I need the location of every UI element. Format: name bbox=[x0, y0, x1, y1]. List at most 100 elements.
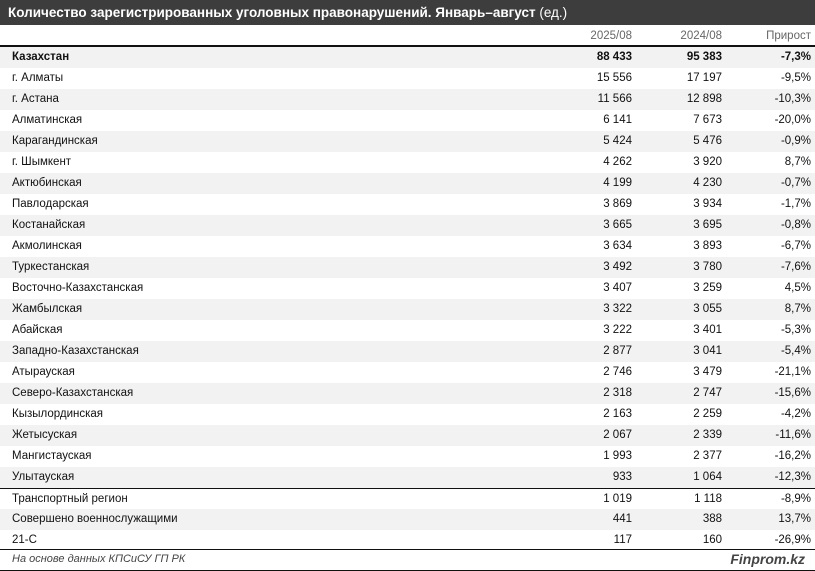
value-2025-cell: 933 bbox=[612, 471, 632, 483]
table-row: Жамбылская 3 322 3 055 8,7% bbox=[0, 299, 815, 320]
value-2025-cell: 1 019 bbox=[603, 493, 632, 505]
value-2025-cell: 2 067 bbox=[603, 429, 632, 441]
table-row: Западно-Казахстанская 2 877 3 041 -5,4% bbox=[0, 341, 815, 362]
table-row: Жетысуская 2 067 2 339 -11,6% bbox=[0, 425, 815, 446]
growth-cell: -26,9% bbox=[774, 534, 811, 546]
value-2025-cell: 1 993 bbox=[603, 450, 632, 462]
value-2025-cell: 4 262 bbox=[603, 156, 632, 168]
table-body: Казахстан 88 433 95 383 -7,3% г. Алматы 15 55… bbox=[0, 47, 815, 551]
growth-cell: -21,1% bbox=[774, 366, 811, 378]
source-note: На основе данных КПСиСУ ГП РК bbox=[12, 553, 186, 565]
value-2025-cell: 11 566 bbox=[597, 93, 632, 105]
table-row: Атырауская 2 746 3 479 -21,1% bbox=[0, 362, 815, 383]
table-row: Совершено военнослужащими 441 388 13,7% bbox=[0, 509, 815, 530]
value-2025-cell: 4 199 bbox=[603, 177, 632, 189]
table-row: Актюбинская 4 199 4 230 -0,7% bbox=[0, 173, 815, 194]
table-row: Кызылординская 2 163 2 259 -4,2% bbox=[0, 404, 815, 425]
growth-cell: -6,7% bbox=[780, 240, 811, 252]
table-row: Алматинская 6 141 7 673 -20,0% bbox=[0, 110, 815, 131]
value-2025-cell: 3 222 bbox=[603, 324, 632, 336]
region-cell: г. Алматы bbox=[12, 72, 64, 84]
value-2025-cell: 3 492 bbox=[603, 261, 632, 273]
value-2024-cell: 12 898 bbox=[686, 93, 722, 105]
table-row: г. Алматы 15 556 17 197 -9,5% bbox=[0, 68, 815, 89]
value-2025-cell: 3 634 bbox=[603, 240, 632, 252]
region-cell: Мангистауская bbox=[12, 450, 92, 462]
growth-cell: -0,8% bbox=[780, 219, 811, 231]
value-2025-cell: 3 322 bbox=[603, 303, 632, 315]
table-row: Павлодарская 3 869 3 934 -1,7% bbox=[0, 194, 815, 215]
growth-cell: 8,7% bbox=[784, 303, 811, 315]
growth-cell: -8,9% bbox=[780, 493, 811, 505]
value-2024-cell: 3 055 bbox=[693, 303, 722, 315]
growth-cell: -12,3% bbox=[774, 471, 811, 483]
table-row: Абайская 3 222 3 401 -5,3% bbox=[0, 320, 815, 341]
table-row: Акмолинская 3 634 3 893 -6,7% bbox=[0, 236, 815, 257]
region-cell: г. Астана bbox=[12, 93, 59, 105]
table-row: Карагандинская 5 424 5 476 -0,9% bbox=[0, 131, 815, 152]
region-cell: Совершено военнослужащими bbox=[12, 513, 178, 525]
value-2025-cell: 3 869 bbox=[603, 198, 632, 210]
value-2024-cell: 3 259 bbox=[693, 282, 722, 294]
growth-cell: 4,5% bbox=[784, 282, 811, 294]
value-2025-cell: 3 407 bbox=[603, 282, 632, 294]
region-cell: Павлодарская bbox=[12, 198, 89, 210]
value-2024-cell: 3 401 bbox=[693, 324, 722, 336]
region-cell: Улытауская bbox=[12, 471, 75, 483]
value-2024-cell: 3 695 bbox=[693, 219, 722, 231]
growth-cell: -7,6% bbox=[780, 261, 811, 273]
value-2025-cell: 3 665 bbox=[603, 219, 632, 231]
table-row: Туркестанская 3 492 3 780 -7,6% bbox=[0, 257, 815, 278]
value-2024-cell: 2 377 bbox=[693, 450, 722, 462]
region-cell: Жамбылская bbox=[12, 303, 83, 315]
table-row: Северо-Казахстанская 2 318 2 747 -15,6% bbox=[0, 383, 815, 404]
value-2024-cell: 95 383 bbox=[686, 51, 722, 63]
growth-cell: -4,2% bbox=[780, 408, 811, 420]
growth-cell: -1,7% bbox=[780, 198, 811, 210]
table-header: 2025/08 2024/08 Прирост bbox=[0, 25, 815, 47]
table-row: г. Шымкент 4 262 3 920 8,7% bbox=[0, 152, 815, 173]
growth-cell: -9,5% bbox=[780, 72, 811, 84]
value-2024-cell: 3 893 bbox=[693, 240, 722, 252]
region-cell: Восточно-Казахстанская bbox=[12, 282, 144, 294]
region-cell: 21-С bbox=[12, 534, 37, 546]
table-row: Казахстан 88 433 95 383 -7,3% bbox=[0, 47, 815, 68]
region-cell: Казахстан bbox=[12, 51, 70, 63]
value-2024-cell: 3 920 bbox=[693, 156, 722, 168]
region-cell: Актюбинская bbox=[12, 177, 82, 189]
value-2024-cell: 3 479 bbox=[693, 366, 722, 378]
value-2024-cell: 388 bbox=[702, 513, 722, 525]
value-2024-cell: 1 064 bbox=[693, 471, 722, 483]
growth-cell: -7,3% bbox=[780, 51, 811, 63]
value-2024-cell: 3 041 bbox=[693, 345, 722, 357]
region-cell: Абайская bbox=[12, 324, 63, 336]
region-cell: Западно-Казахстанская bbox=[12, 345, 139, 357]
table-row: Восточно-Казахстанская 3 407 3 259 4,5% bbox=[0, 278, 815, 299]
value-2025-cell: 15 556 bbox=[596, 72, 632, 84]
header-2024: 2024/08 bbox=[680, 30, 722, 42]
unit-label: (ед.) bbox=[539, 5, 568, 20]
value-2025-cell: 2 746 bbox=[603, 366, 632, 378]
value-2024-cell: 3 780 bbox=[693, 261, 722, 273]
region-cell: Жетысуская bbox=[12, 429, 78, 441]
table-row: Мангистауская 1 993 2 377 -16,2% bbox=[0, 446, 815, 467]
region-cell: г. Шымкент bbox=[12, 156, 72, 168]
value-2025-cell: 441 bbox=[612, 513, 632, 525]
logo: Finprom.kz bbox=[730, 551, 805, 567]
value-2024-cell: 1 118 bbox=[694, 493, 722, 505]
growth-cell: 8,7% bbox=[784, 156, 811, 168]
region-cell: Северо-Казахстанская bbox=[12, 387, 134, 399]
region-cell: Атырауская bbox=[12, 366, 75, 378]
value-2025-cell: 2 877 bbox=[603, 345, 632, 357]
title-text: Количество зарегистрированных уголовных … bbox=[8, 5, 536, 20]
table-title: Количество зарегистрированных уголовных … bbox=[0, 0, 815, 25]
value-2024-cell: 3 934 bbox=[693, 198, 722, 210]
table-row: Транспортный регион 1 019 1 118 -8,9% bbox=[0, 488, 815, 509]
value-2024-cell: 7 673 bbox=[693, 114, 722, 126]
table-row: г. Астана 11 566 12 898 -10,3% bbox=[0, 89, 815, 110]
table-row: Костанайская 3 665 3 695 -0,8% bbox=[0, 215, 815, 236]
value-2024-cell: 2 747 bbox=[693, 387, 722, 399]
growth-cell: -0,9% bbox=[780, 135, 811, 147]
value-2025-cell: 6 141 bbox=[603, 114, 632, 126]
growth-cell: -15,6% bbox=[774, 387, 811, 399]
